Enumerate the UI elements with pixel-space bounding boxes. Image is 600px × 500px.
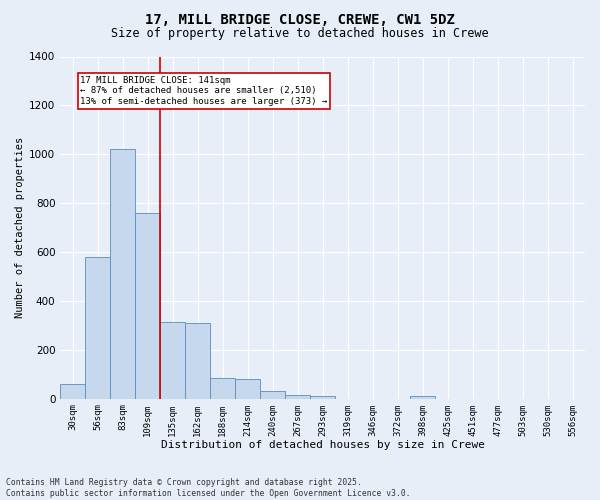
Bar: [410, 396, 435, 398]
X-axis label: Distribution of detached houses by size in Crewe: Distribution of detached houses by size …: [161, 440, 485, 450]
Bar: [135, 213, 160, 398]
Bar: [185, 323, 210, 398]
Bar: [60, 384, 85, 398]
Bar: [110, 150, 135, 398]
Bar: [285, 395, 310, 398]
Y-axis label: Number of detached properties: Number of detached properties: [15, 137, 25, 318]
Bar: [235, 379, 260, 398]
Text: Contains HM Land Registry data © Crown copyright and database right 2025.
Contai: Contains HM Land Registry data © Crown c…: [6, 478, 410, 498]
Bar: [310, 396, 335, 398]
Bar: [160, 322, 185, 398]
Bar: [85, 257, 110, 398]
Bar: [210, 378, 235, 398]
Bar: [260, 392, 285, 398]
Text: Size of property relative to detached houses in Crewe: Size of property relative to detached ho…: [111, 28, 489, 40]
Text: 17 MILL BRIDGE CLOSE: 141sqm
← 87% of detached houses are smaller (2,510)
13% of: 17 MILL BRIDGE CLOSE: 141sqm ← 87% of de…: [80, 76, 328, 106]
Text: 17, MILL BRIDGE CLOSE, CREWE, CW1 5DZ: 17, MILL BRIDGE CLOSE, CREWE, CW1 5DZ: [145, 12, 455, 26]
